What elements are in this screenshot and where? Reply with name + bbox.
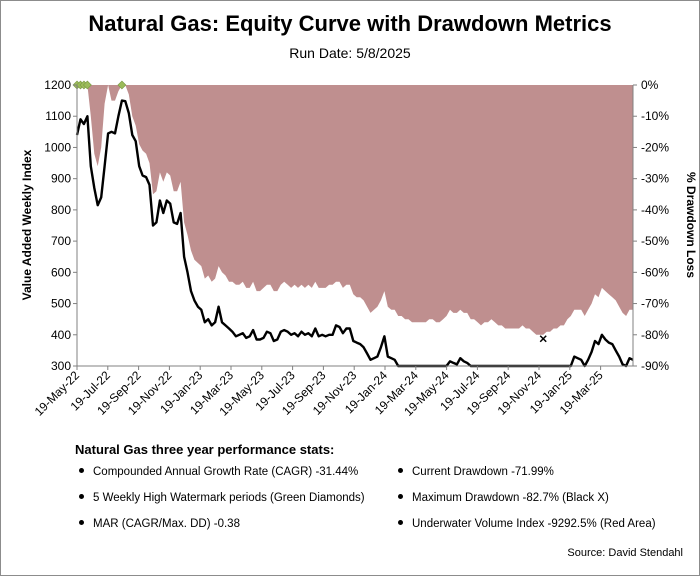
y2-tick-label: -60% bbox=[641, 265, 669, 279]
stat-uvi: Underwater Volume Index -9292.5% (Red Ar… bbox=[398, 518, 656, 530]
y-axis-title: Value Added Weekly Index bbox=[20, 149, 34, 300]
stat-cagr: Compounded Annual Growth Rate (CAGR) -31… bbox=[79, 466, 358, 478]
stat-uvi-text: Underwater Volume Index -9292.5% (Red Ar… bbox=[412, 518, 656, 530]
y-tick-label: 400 bbox=[51, 328, 71, 342]
y2-tick-labels: 0% -10% -20% -30% -40% -50% -60% -70% -80% -90% bbox=[641, 78, 669, 373]
bullet-icon bbox=[79, 520, 84, 526]
y2-tick-label: -30% bbox=[641, 172, 669, 186]
chart-subtitle: Run Date: 5/8/2025 bbox=[289, 45, 411, 61]
axes-layer bbox=[73, 84, 637, 370]
source-credit: Source: David Stendahl bbox=[567, 547, 683, 559]
stats-title: Natural Gas three year performance stats… bbox=[75, 442, 335, 457]
y2-axis-title: % Drawdown Loss bbox=[684, 172, 698, 278]
bullet-icon bbox=[398, 494, 403, 500]
y2-tick-label: -20% bbox=[641, 140, 669, 154]
stat-max-dd-text: Maximum Drawdown -82.7% (Black X) bbox=[412, 492, 609, 504]
y2-tick-label: -90% bbox=[641, 359, 669, 373]
y2-tick-label: -80% bbox=[641, 328, 669, 342]
y-tick-label: 800 bbox=[51, 203, 71, 217]
stat-watermark-text: 5 Weekly High Watermark periods (Green D… bbox=[93, 492, 365, 504]
bullet-icon bbox=[79, 494, 84, 500]
y-tick-labels: 1200 1100 1000 900 800 700 600 500 400 300 bbox=[44, 78, 71, 373]
stat-mar-text: MAR (CAGR/Max. DD) -0.38 bbox=[93, 518, 240, 530]
y2-tick-label: -10% bbox=[641, 109, 669, 123]
stat-mar: MAR (CAGR/Max. DD) -0.38 bbox=[79, 518, 240, 530]
stat-current-dd: Current Drawdown -71.99% bbox=[398, 466, 554, 478]
y-tick-label: 300 bbox=[51, 359, 71, 373]
y2-tick-label: 0% bbox=[641, 78, 659, 92]
high-watermark-diamond bbox=[82, 80, 92, 90]
y2-tick-label: -50% bbox=[641, 234, 669, 248]
equity-drawdown-chart: 1200 1100 1000 900 800 700 600 500 400 300 0% -10%… bbox=[20, 78, 698, 419]
stat-max-dd: Maximum Drawdown -82.7% (Black X) bbox=[398, 492, 609, 504]
y-tick-label: 1100 bbox=[45, 109, 71, 123]
max-drawdown-x-stroke bbox=[539, 335, 547, 343]
drawdown-area bbox=[77, 85, 633, 335]
bullet-icon bbox=[398, 520, 403, 526]
y-tick-label: 700 bbox=[51, 234, 71, 248]
max-drawdown-x bbox=[539, 335, 547, 343]
marker-layer bbox=[72, 80, 547, 343]
y2-tick-label: -40% bbox=[641, 203, 669, 217]
high-watermark-diamond bbox=[117, 80, 127, 90]
drawdown-area-layer bbox=[77, 85, 633, 335]
bullet-icon bbox=[398, 468, 403, 474]
stat-cagr-text: Compounded Annual Growth Rate (CAGR) -31… bbox=[93, 466, 359, 478]
y-tick-label: 500 bbox=[51, 297, 71, 311]
y2-tick-label: -70% bbox=[641, 297, 669, 311]
x-tick-labels: 19-May-2219-Jul-2219-Sep-2219-Nov-2219-J… bbox=[32, 368, 606, 419]
stat-watermark: 5 Weekly High Watermark periods (Green D… bbox=[79, 492, 365, 504]
y-tick-label: 1200 bbox=[44, 78, 71, 92]
y-tick-label: 600 bbox=[51, 265, 71, 279]
bullet-icon bbox=[79, 468, 84, 474]
stat-current-dd-text: Current Drawdown -71.99% bbox=[412, 466, 554, 478]
y-tick-label: 900 bbox=[51, 172, 71, 186]
y-tick-label: 1000 bbox=[44, 140, 71, 154]
chart-title: Natural Gas: Equity Curve with Drawdown … bbox=[88, 11, 612, 36]
